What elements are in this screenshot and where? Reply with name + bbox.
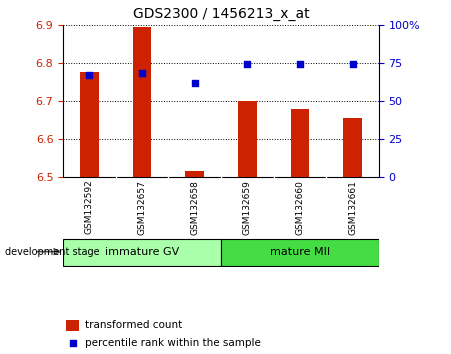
Point (69, 340, 76, 346)
Bar (80, 72, 99, 177)
Point (86, 72, 93, 78)
Bar (343, 118, 362, 177)
Text: GSM132658: GSM132658 (190, 179, 199, 235)
Text: development stage: development stage (5, 247, 99, 257)
Text: GSM132657: GSM132657 (138, 179, 147, 235)
Text: percentile rank within the sample: percentile rank within the sample (85, 338, 261, 348)
Bar (221, 239, 379, 266)
Bar (238, 101, 257, 177)
Title: GDS2300 / 1456213_x_at: GDS2300 / 1456213_x_at (133, 7, 309, 21)
Text: mature MII: mature MII (270, 247, 330, 257)
Text: immature GV: immature GV (105, 247, 179, 257)
Point (349, 62, 356, 67)
Point (296, 62, 304, 67)
Text: GSM132659: GSM132659 (243, 179, 252, 235)
Text: GSM132660: GSM132660 (295, 179, 304, 235)
Point (138, 71, 146, 76)
Bar (291, 109, 309, 177)
Text: GSM132592: GSM132592 (85, 180, 94, 234)
Point (244, 62, 251, 67)
Bar (185, 171, 204, 177)
Bar (133, 27, 151, 177)
Text: GSM132661: GSM132661 (348, 179, 357, 235)
Text: transformed count: transformed count (85, 320, 183, 330)
Point (191, 80, 198, 85)
Bar (63, 239, 221, 266)
Bar (66, 320, 79, 331)
